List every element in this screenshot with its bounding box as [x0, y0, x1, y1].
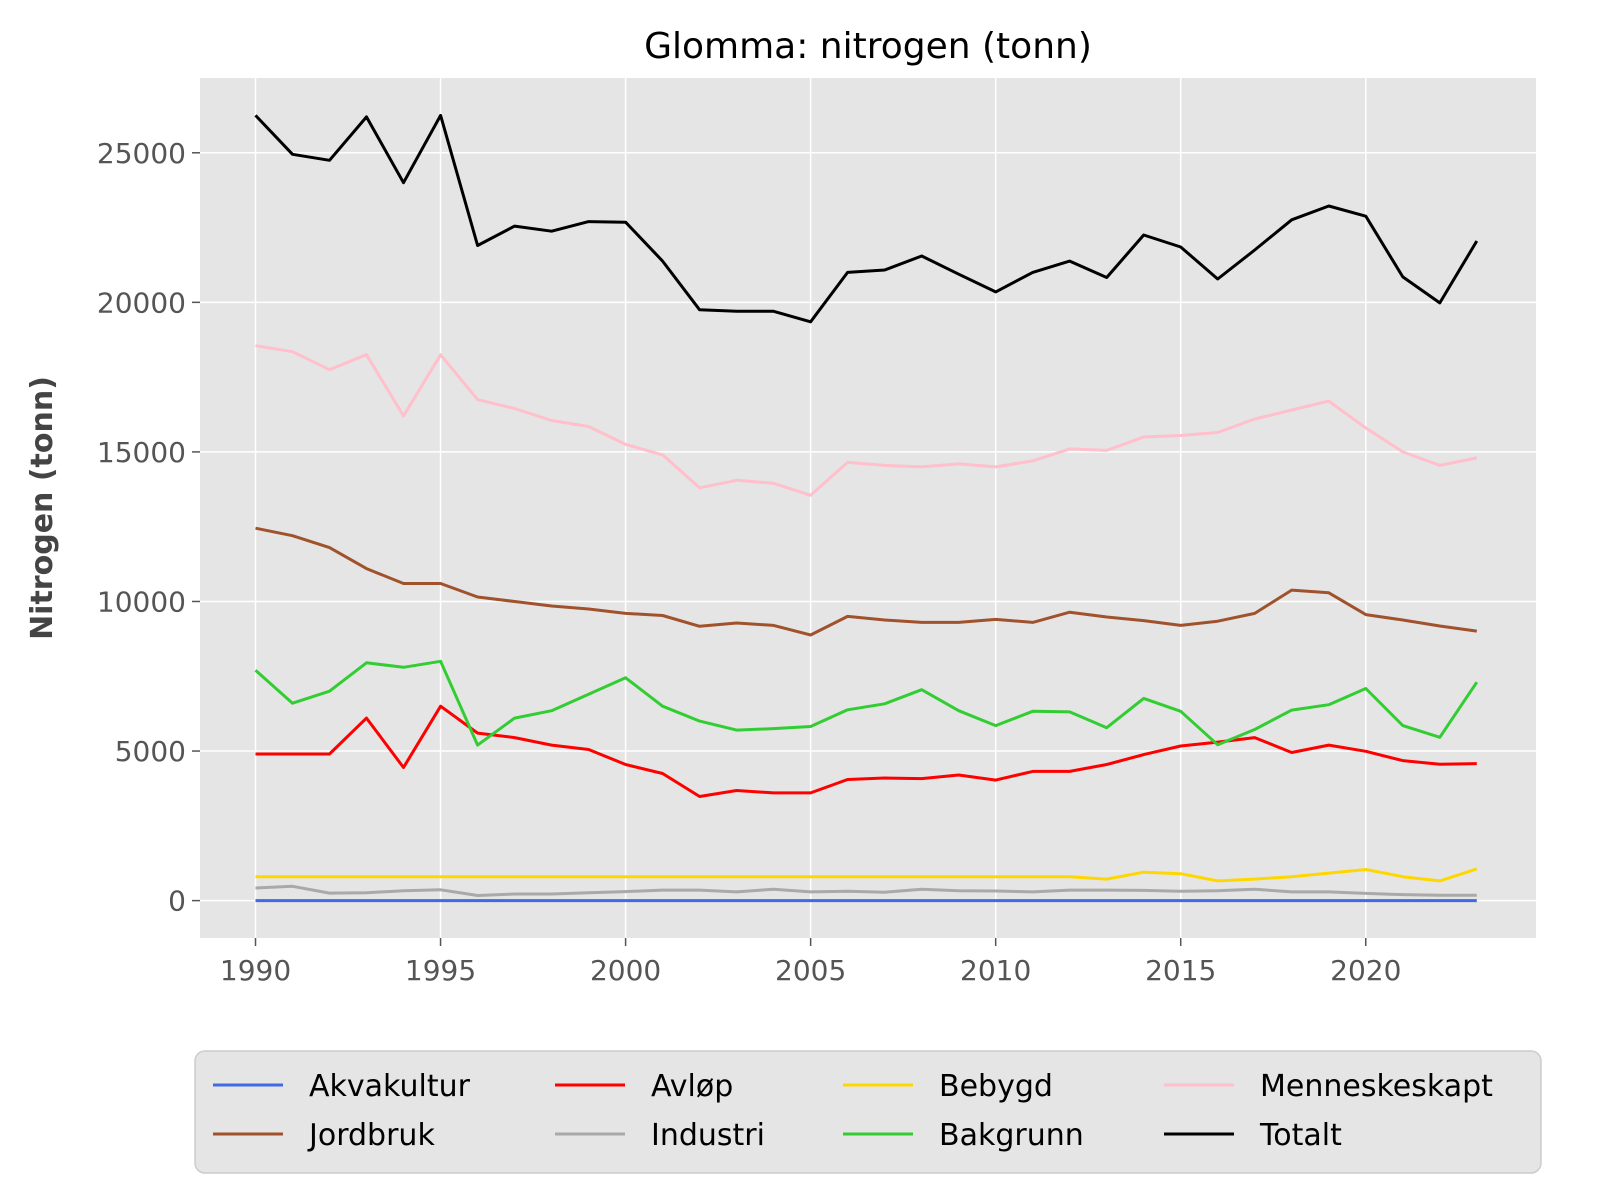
legend-label-totalt: Totalt — [1259, 1118, 1342, 1153]
y-tick-label: 15000 — [97, 436, 186, 469]
series-line-menneskeskapt — [255, 344, 1478, 497]
x-tick-label: 1990 — [220, 954, 291, 987]
x-tick-label: 2000 — [590, 954, 661, 987]
y-axis-label: Nitrogen (tonn) — [25, 376, 60, 640]
y-tick-label: 20000 — [97, 286, 186, 319]
series-line-industri — [255, 884, 1477, 897]
x-tick-label: 1995 — [405, 954, 476, 987]
x-tick-label: 2005 — [775, 954, 846, 987]
series-line-avlop — [255, 704, 1477, 798]
x-tick-label: 2010 — [960, 954, 1031, 987]
series-line-bebygd — [255, 867, 1478, 883]
legend-label-avlop: Avløp — [651, 1069, 733, 1104]
y-tick-label: 25000 — [97, 137, 186, 170]
plot-area — [200, 78, 1536, 938]
x-tick-label: 2015 — [1145, 954, 1216, 987]
series-line-bakgrunn — [254, 659, 1479, 747]
y-tick-label: 10000 — [97, 585, 186, 618]
legend-label-menneskeskapt: Menneskeskapt — [1260, 1069, 1493, 1104]
x-tick-label: 2020 — [1330, 954, 1401, 987]
legend-items: Akvakultur Avløp Bebygd Menneskeskapt Jordbr… — [213, 1069, 1493, 1153]
legend-label-bebygd: Bebygd — [939, 1069, 1053, 1104]
legend: Akvakultur Avløp Bebygd Menneskeskapt Jordbr… — [194, 1050, 1542, 1174]
y-tick-label: 5000 — [115, 735, 186, 768]
legend-box — [194, 1050, 1542, 1174]
legend-label-bakgrunn: Bakgrunn — [939, 1118, 1084, 1153]
y-tick-label: 0 — [168, 885, 186, 918]
series-line-jordbruk — [255, 526, 1478, 637]
series-lines — [254, 113, 1479, 903]
y-axis: 0 5000 10000 15000 20000 25000 — [97, 137, 200, 918]
legend-label-jordbruk: Jordbruk — [307, 1118, 435, 1153]
legend-label-akvakultur: Akvakultur — [309, 1069, 471, 1104]
x-axis: 1990 1995 2000 2005 2010 2015 2020 — [220, 938, 1401, 987]
legend-label-industri: Industri — [651, 1118, 765, 1153]
series-line-totalt — [254, 113, 1479, 324]
chart-title: Glomma: nitrogen (tonn) — [644, 26, 1092, 67]
